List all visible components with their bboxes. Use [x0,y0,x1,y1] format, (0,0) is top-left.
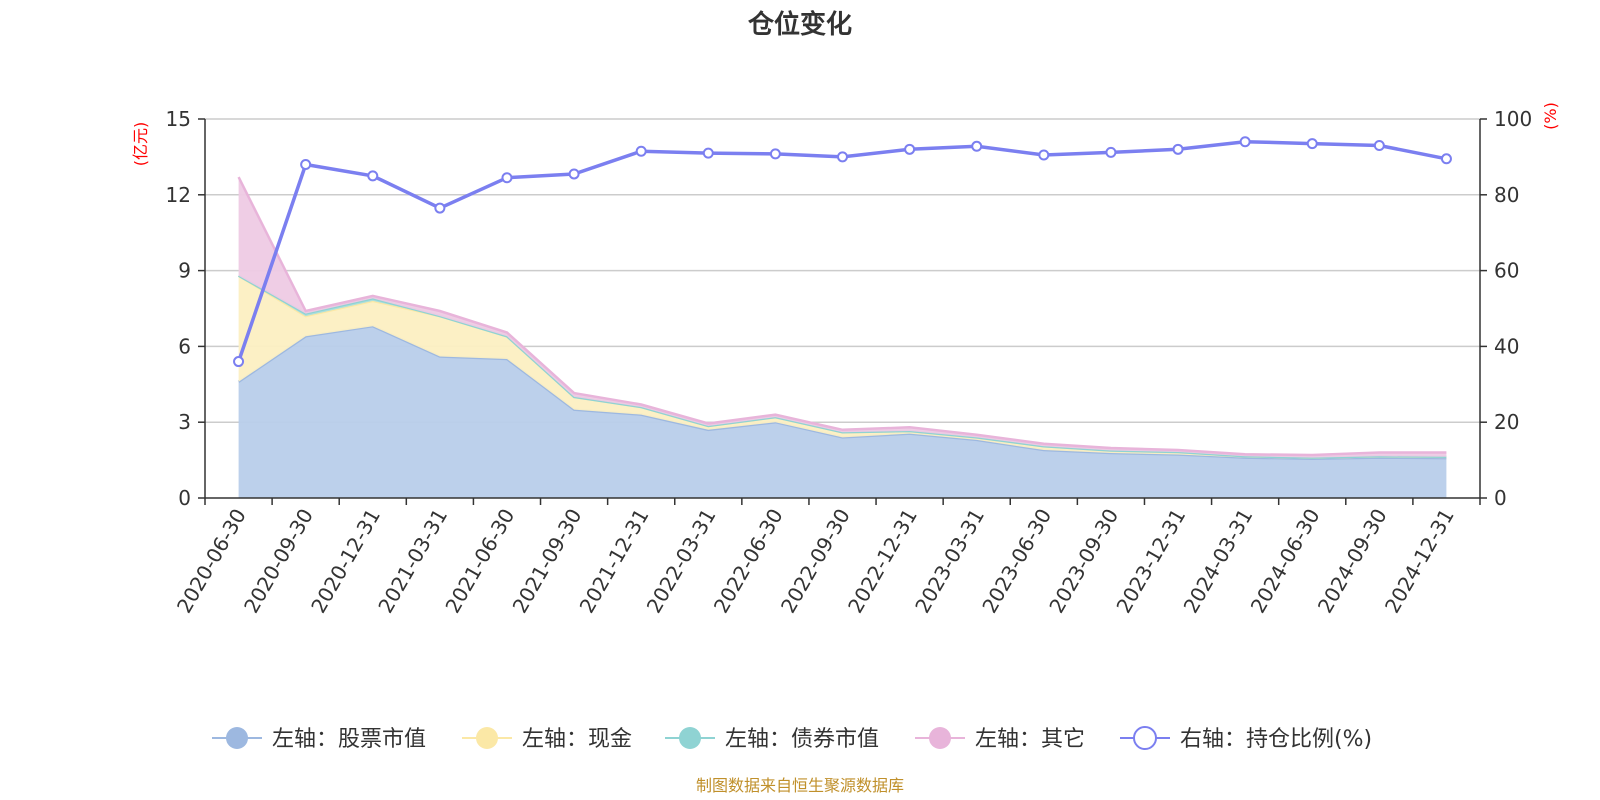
left-axis-tick-label: 12 [166,183,191,207]
ratio-point[interactable] [769,148,781,160]
ratio-point[interactable] [233,356,245,368]
ratio-point[interactable] [434,202,446,214]
x-axis-tick-label: 2022-03-31 [642,505,721,618]
ratio-point[interactable] [837,151,848,163]
x-axis-tick-label: 2022-12-31 [843,504,922,617]
ratio-point[interactable] [1038,149,1050,161]
ratio-point[interactable] [1440,153,1452,165]
left-axis-tick-label: 3 [178,410,191,434]
data-source-note: 制图数据来自恒生聚源数据库 [696,776,904,795]
ratio-point[interactable] [1172,143,1184,155]
x-axis-tick-label: 2023-03-31 [910,504,989,617]
left-axis-tick-label: 15 [166,107,191,131]
legend-label: 左轴：债券市值 [725,727,879,752]
x-axis-tick-label: 2021-09-30 [508,505,587,618]
area-edge-3 [237,176,1447,457]
legend-marker-icon [476,727,498,749]
x-axis-tick-label: 2023-06-30 [977,505,1056,618]
right-axis-tick-label: 100 [1494,107,1532,131]
ratio-point[interactable] [300,158,312,170]
x-axis-tick-label: 2023-09-30 [1044,505,1123,618]
ratio-point[interactable] [702,147,714,159]
legend-marker-icon [679,727,701,749]
legend[interactable]: 左轴：股票市值 左轴：现金 左轴：债券市值 左轴：其它 右轴：持仓比例(%) [212,726,1372,752]
ratio-point[interactable] [635,145,647,157]
legend-item-3[interactable]: 左轴：其它 [915,727,1085,752]
ratio-point[interactable] [1239,136,1251,148]
legend-label: 右轴：持仓比例(%) [1180,727,1372,752]
x-axis-tick-label: 2023-12-31 [1111,505,1190,618]
stacked-areas [237,176,1447,498]
ratio-point[interactable] [1306,138,1318,150]
ratio-point[interactable] [1105,146,1117,158]
right-axis-unit: (%) [1541,102,1560,130]
ratio-point[interactable] [971,140,983,152]
right-axis-tick-label: 40 [1494,334,1519,358]
right-axis-tick-label: 60 [1494,259,1519,283]
ratio-point[interactable] [367,170,379,182]
left-axis-tick-label: 0 [178,486,191,510]
x-axis-tick-label: 2020-09-30 [239,505,318,618]
x-axis-tick-label: 2020-06-30 [172,505,251,618]
legend-item-2[interactable]: 左轴：债券市值 [665,727,879,752]
legend-label: 左轴：其它 [975,727,1085,752]
chart-title: 仓位变化 [747,9,852,40]
left-axis-tick-label: 6 [178,334,191,358]
x-axis-tick-label: 2024-06-30 [1246,505,1325,618]
left-axis-tick-label: 9 [178,259,191,283]
x-axis-tick-label: 2022-06-30 [709,505,788,618]
ratio-point[interactable] [568,168,580,180]
legend-marker-icon [1133,726,1157,750]
ratio-point[interactable] [904,143,916,155]
legend-marker-icon [226,727,248,749]
legend-item-1[interactable]: 左轴：现金 [462,727,632,752]
x-axis-tick-label: 2024-03-31 [1179,505,1258,618]
right-axis-tick-label: 20 [1494,410,1519,434]
x-axis-tick-label: 2021-03-31 [373,505,452,618]
x-axis-tick-label: 2020-12-31 [306,505,385,618]
x-axis-tick-label: 2021-12-31 [575,505,654,618]
x-axis-tick-label: 2024-09-30 [1313,505,1392,618]
legend-item-4[interactable]: 右轴：持仓比例(%) [1120,726,1372,752]
ratio-point[interactable] [1373,140,1385,152]
x-axis-tick-label: 2024-12-31 [1380,505,1459,618]
legend-label: 左轴：股票市值 [272,727,426,752]
right-axis-tick-label: 80 [1494,183,1519,207]
x-axis-tick-label: 2022-09-30 [776,505,855,618]
ratio-line [233,136,1452,368]
ratio-point[interactable] [501,172,513,184]
legend-item-0[interactable]: 左轴：股票市值 [212,727,426,752]
legend-marker-icon [929,727,951,749]
right-axis-tick-label: 0 [1494,486,1507,510]
x-axis-tick-label: 2021-06-30 [440,505,519,618]
left-axis-unit: (亿元) [131,122,150,167]
area-0 [238,326,1447,498]
legend-label: 左轴：现金 [522,727,632,752]
